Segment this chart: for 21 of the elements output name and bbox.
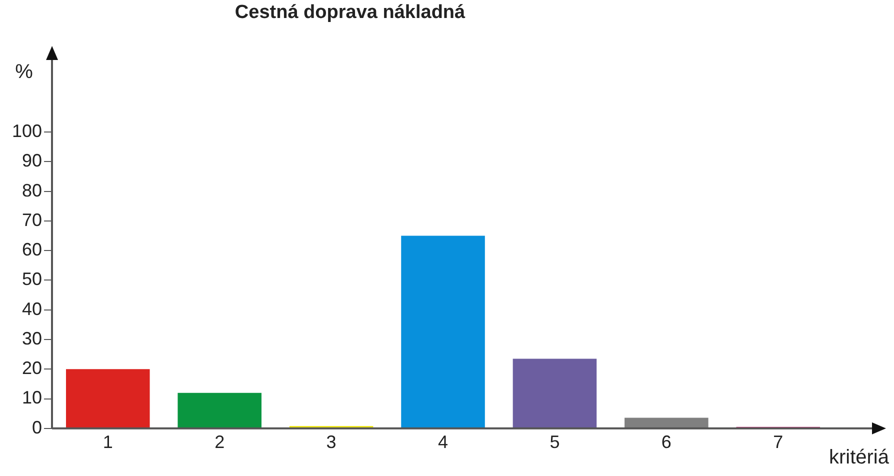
y-tick-label: 30: [22, 328, 42, 348]
y-tick-label: 0: [32, 417, 42, 438]
x-tick-label: 1: [102, 432, 113, 452]
y-tick-label: 90: [22, 150, 42, 171]
y-tick-label: 10: [22, 388, 42, 408]
y-tick-label: 100: [12, 121, 42, 142]
x-axis-title: kritériá: [828, 446, 890, 468]
y-axis-title: %: [15, 61, 34, 83]
x-tick-label: 2: [214, 432, 225, 452]
y-tick-label: 50: [22, 269, 42, 290]
x-tick-label: 3: [326, 432, 336, 452]
x-tick-label: 5: [550, 432, 560, 452]
chart-title: Cestná doprava nákladná: [234, 2, 466, 23]
y-tick-label: 40: [22, 298, 42, 319]
y-tick-label: 80: [22, 180, 42, 200]
x-tick-label: 7: [773, 432, 784, 452]
y-tick-label: 70: [22, 210, 42, 230]
x-tick-label: 6: [661, 432, 672, 452]
y-tick-label: 20: [22, 358, 42, 378]
x-tick-label: 4: [438, 432, 448, 452]
y-tick-label: 60: [22, 240, 42, 260]
